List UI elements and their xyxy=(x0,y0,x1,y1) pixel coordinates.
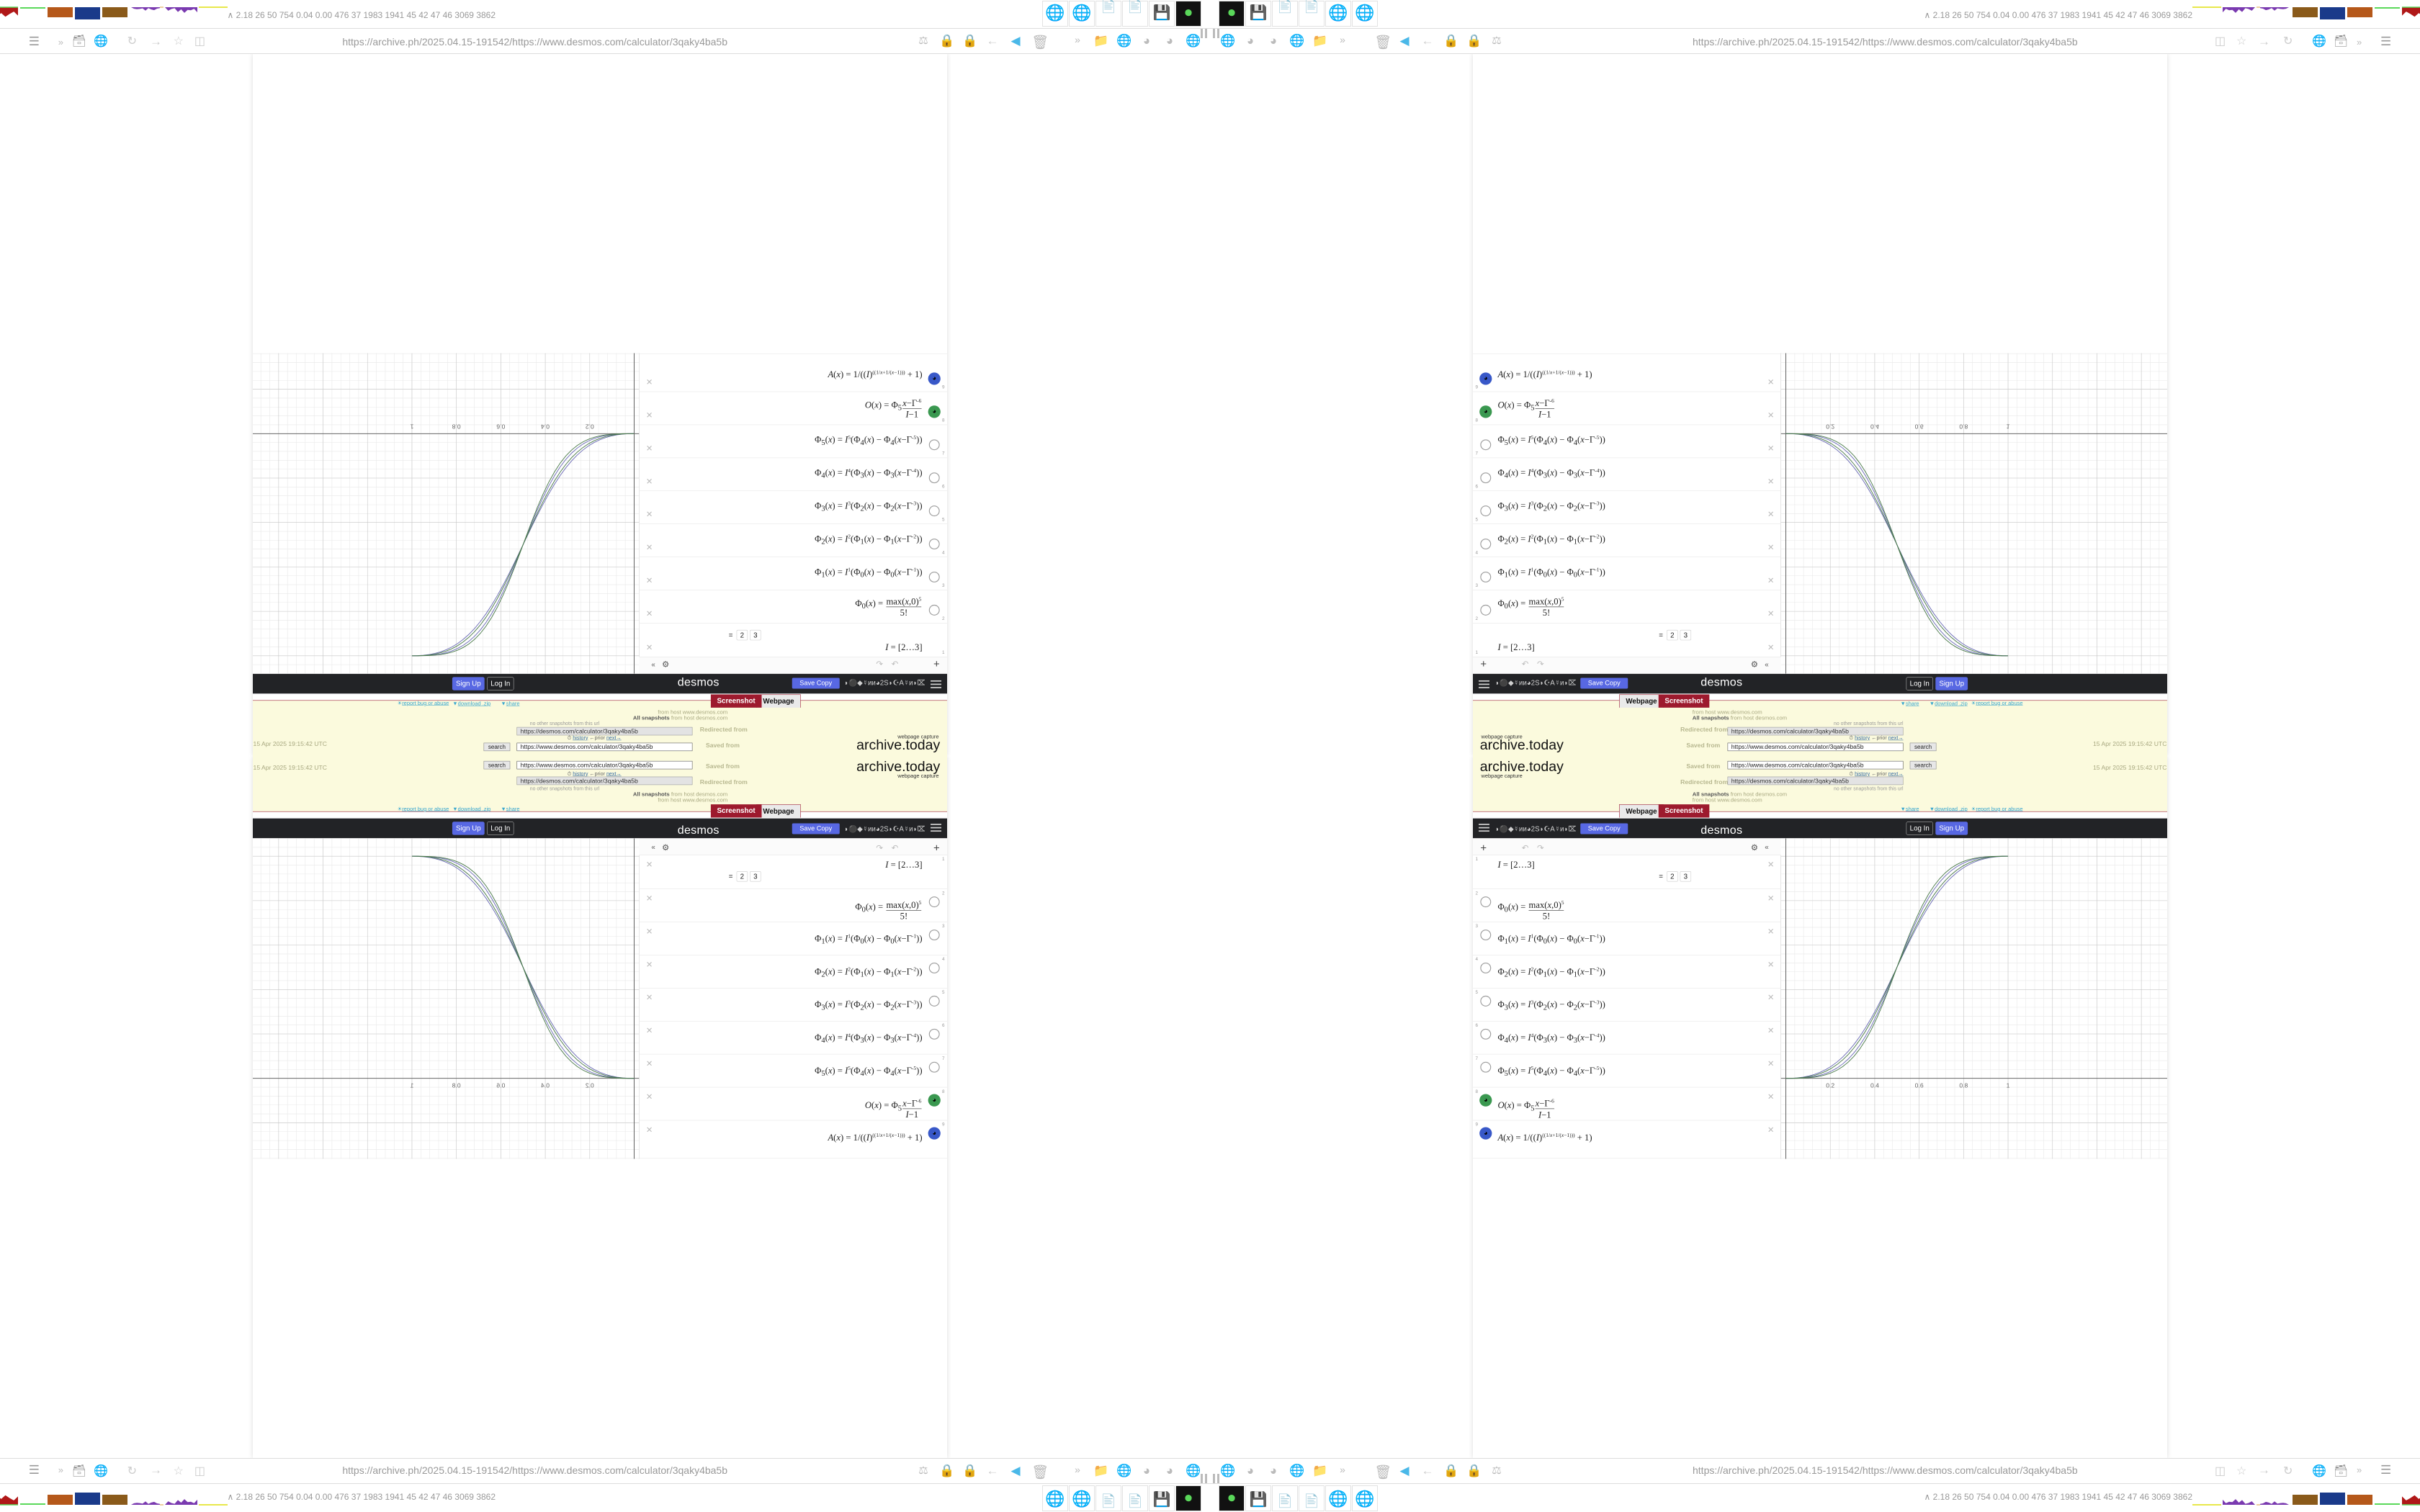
svg-text:0.6: 0.6 xyxy=(496,1081,505,1089)
svg-text:0.8: 0.8 xyxy=(452,423,460,431)
svg-text:0.8: 0.8 xyxy=(1959,1081,1968,1089)
svg-text:0.4: 0.4 xyxy=(1870,1081,1879,1089)
svg-text:0.8: 0.8 xyxy=(1959,423,1968,431)
svg-text:1: 1 xyxy=(2007,423,2010,431)
svg-text:1: 1 xyxy=(410,1081,413,1089)
svg-text:0.8: 0.8 xyxy=(452,1081,460,1089)
svg-text:0.4: 0.4 xyxy=(1870,423,1879,431)
svg-text:0.2: 0.2 xyxy=(1826,423,1834,431)
svg-text:0.4: 0.4 xyxy=(541,423,550,431)
svg-text:0.6: 0.6 xyxy=(1915,423,1924,431)
svg-text:0.2: 0.2 xyxy=(1826,1081,1834,1089)
svg-text:0.6: 0.6 xyxy=(496,423,505,431)
svg-text:1: 1 xyxy=(410,423,413,431)
svg-text:0.4: 0.4 xyxy=(541,1081,550,1089)
svg-text:0.6: 0.6 xyxy=(1915,1081,1924,1089)
svg-text:0.2: 0.2 xyxy=(586,423,594,431)
svg-text:1: 1 xyxy=(2007,1081,2010,1089)
svg-text:0.2: 0.2 xyxy=(586,1081,594,1089)
